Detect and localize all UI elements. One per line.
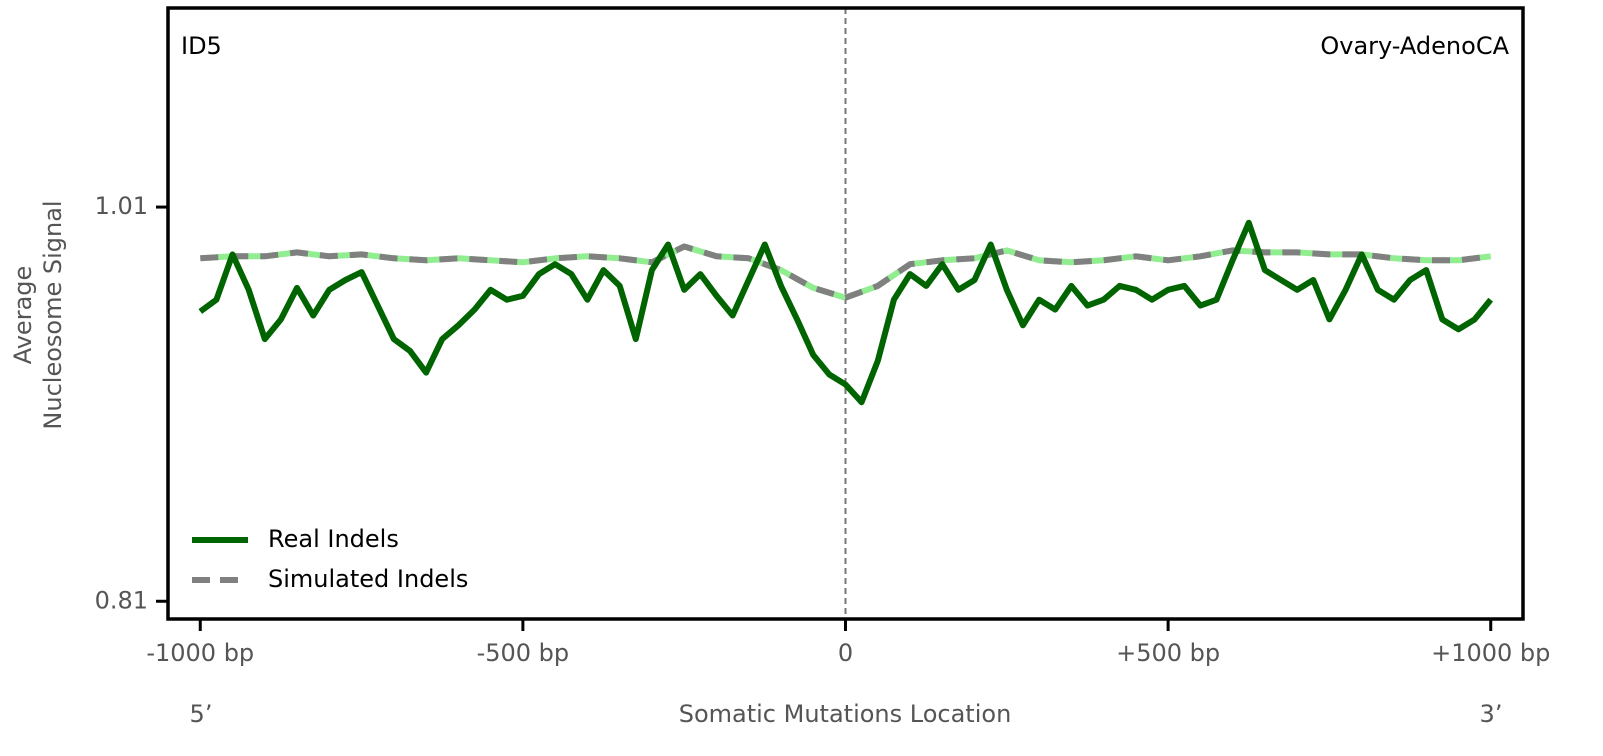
x-tick-label: +500 bp xyxy=(1116,639,1220,667)
y-axis-label: Average xyxy=(9,266,37,365)
series-line xyxy=(198,219,1494,406)
y-tick-label: 0.81 xyxy=(95,586,148,614)
x-tick-label: 0 xyxy=(838,639,853,667)
x-tick-label: -500 bp xyxy=(477,639,570,667)
x-note: 3’ xyxy=(1480,700,1503,728)
y-tick-label: 1.01 xyxy=(95,192,148,220)
x-tick-label: -1000 bp xyxy=(146,639,254,667)
panel-title: Ovary-AdenoCA xyxy=(1320,32,1509,60)
series-line xyxy=(200,243,1492,301)
x-axis-label: Somatic Mutations Location xyxy=(679,700,1012,728)
x-tick-label: +1000 bp xyxy=(1431,639,1550,667)
legend-label: Real Indels xyxy=(268,525,399,553)
x-note: 5’ xyxy=(190,700,213,728)
panel-label: ID5 xyxy=(181,32,222,60)
plot-frame xyxy=(166,6,1525,621)
y-axis-label: Nucleosome Signal xyxy=(39,200,67,429)
legend-label: Simulated Indels xyxy=(268,565,468,593)
